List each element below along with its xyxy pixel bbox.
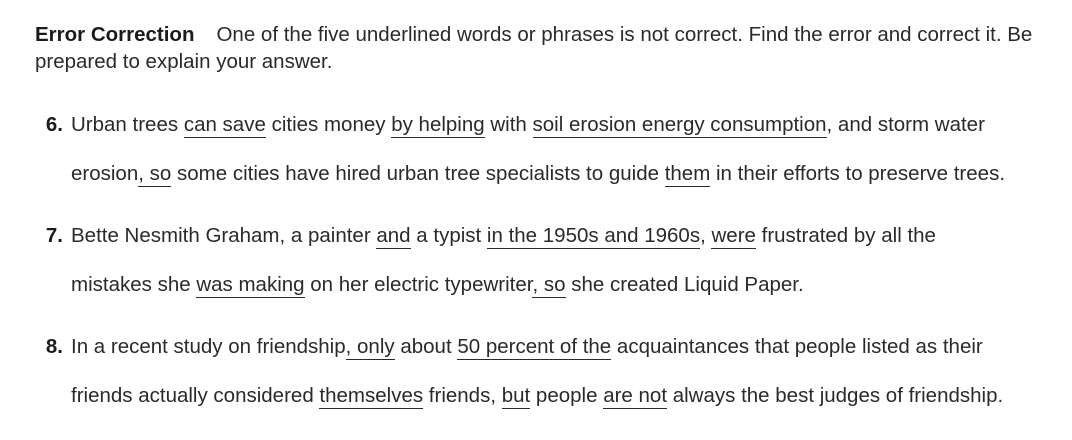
underlined-phrase: , so xyxy=(532,273,566,298)
instructions: Error Correction One of the five underlin… xyxy=(35,21,1045,75)
sentence-text: Bette Nesmith Graham, a painter xyxy=(71,224,377,247)
question-line: mistakes she was making on her electric … xyxy=(35,273,1055,298)
sentence-text: about xyxy=(394,335,458,358)
underlined-phrase: in the 1950s and 1960s xyxy=(486,224,701,249)
underlined-phrase: but xyxy=(501,384,531,409)
sentence-text: acquaintances that people listed as thei… xyxy=(611,335,983,358)
question-number: 8. xyxy=(45,335,63,358)
underlined-phrase: 50 percent of the xyxy=(457,335,612,360)
underlined-phrase: by helping xyxy=(391,113,485,138)
sentence-text: some cities have hired urban tree specia… xyxy=(171,162,665,185)
underlined-phrase: were xyxy=(711,224,756,249)
sentence-text: cities money xyxy=(265,113,392,136)
sentence-text: mistakes she xyxy=(71,273,197,296)
sentence-text: , xyxy=(700,224,712,247)
underlined-phrase: soil erosion energy consumption xyxy=(532,113,827,138)
question-item: 6. Urban trees can save cities money by … xyxy=(35,113,1055,187)
sentence-text: a typist xyxy=(410,224,487,247)
question-line: erosion, so some cities have hired urban… xyxy=(35,162,1055,187)
sentence-text: she created Liquid Paper. xyxy=(565,273,804,296)
sentence-text: erosion xyxy=(71,162,139,185)
instructions-text: One of the five underlined words or phra… xyxy=(35,23,1033,73)
question-number: 6. xyxy=(45,113,63,136)
sentence-text: with xyxy=(484,113,533,136)
underlined-phrase: can save xyxy=(183,113,266,138)
sentence-text: on her electric typewriter xyxy=(304,273,533,296)
question-line: 7. Bette Nesmith Graham, a painter and a… xyxy=(35,224,1055,249)
sentence-text: In a recent study on friendship xyxy=(71,335,346,358)
underlined-phrase: them xyxy=(664,162,711,187)
sentence-text: frustrated by all the xyxy=(755,224,936,247)
sentence-text: in their efforts to preserve trees. xyxy=(710,162,1006,185)
section-heading: Error Correction xyxy=(35,23,195,46)
question-line: 6. Urban trees can save cities money by … xyxy=(35,113,1055,138)
underlined-phrase: , only xyxy=(345,335,395,360)
question-line: 8. In a recent study on friendship, only… xyxy=(35,335,1055,360)
sentence-text: Urban trees xyxy=(71,113,184,136)
question-line: friends actually considered themselves f… xyxy=(35,384,1055,409)
underlined-phrase: was making xyxy=(196,273,305,298)
question-item: 7. Bette Nesmith Graham, a painter and a… xyxy=(35,224,1055,298)
question-number: 7. xyxy=(45,224,63,247)
underlined-phrase: , so xyxy=(138,162,172,187)
underlined-phrase: and xyxy=(376,224,411,249)
sentence-text: people xyxy=(530,384,604,407)
sentence-text: friends, xyxy=(423,384,502,407)
question-item: 8. In a recent study on friendship, only… xyxy=(35,335,1055,409)
sentence-text: friends actually considered xyxy=(71,384,320,407)
underlined-phrase: themselves xyxy=(319,384,424,409)
sentence-text: , and storm water xyxy=(826,113,985,136)
sentence-text: always the best judges of friendship. xyxy=(667,384,1004,407)
underlined-phrase: are not xyxy=(603,384,668,409)
